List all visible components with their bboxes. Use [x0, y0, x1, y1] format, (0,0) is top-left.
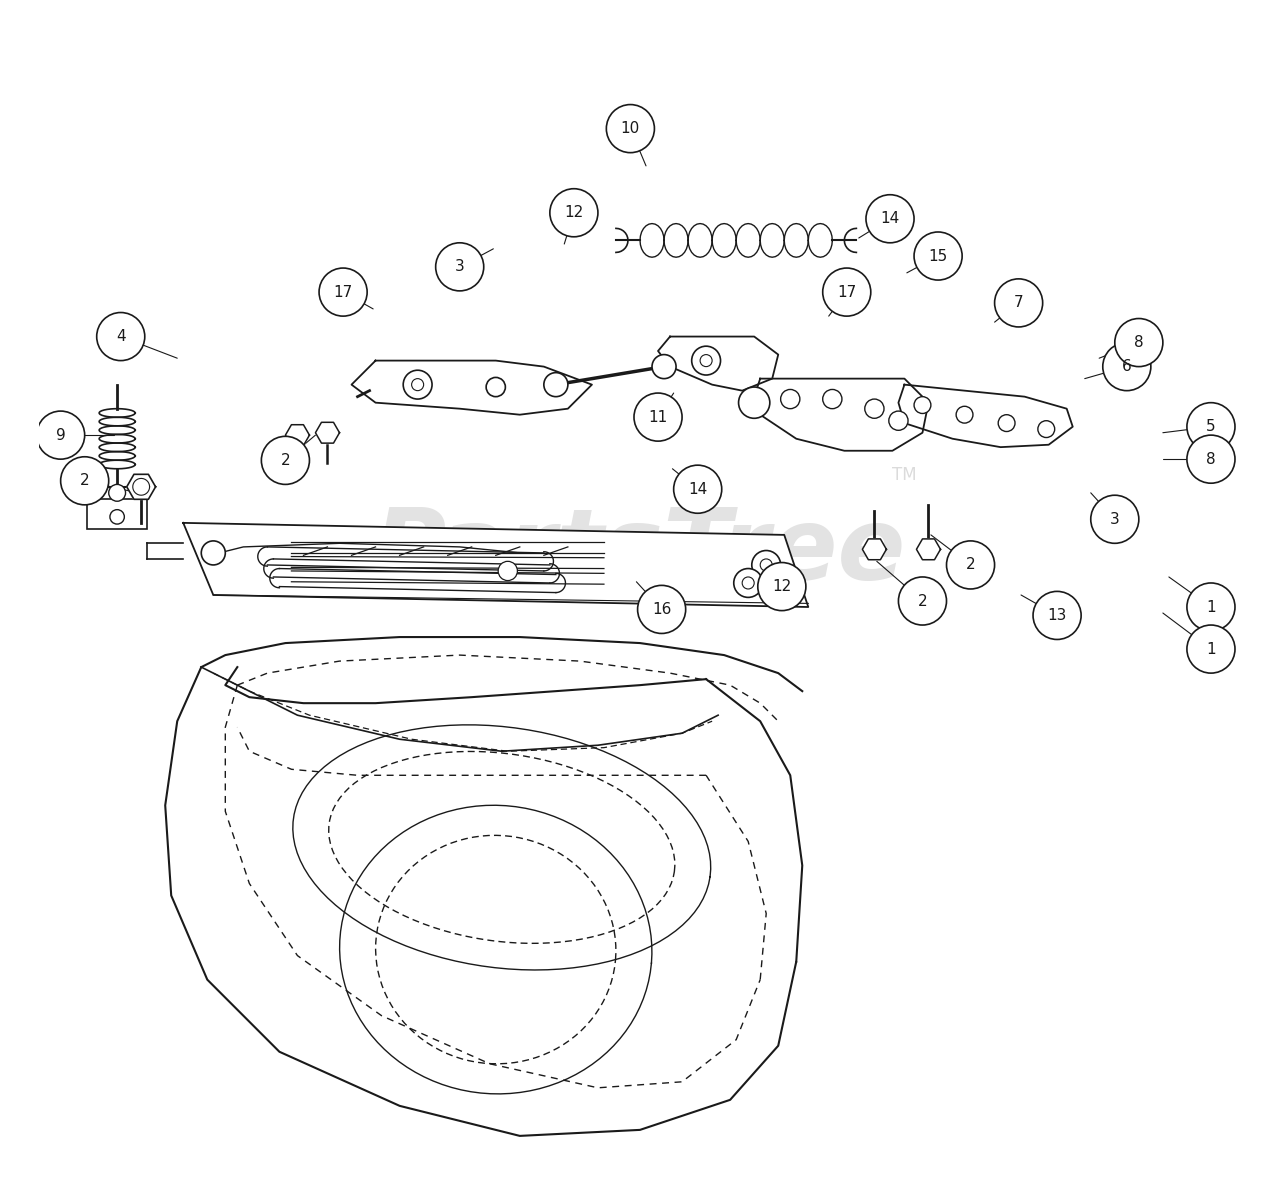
Circle shape — [758, 563, 806, 611]
Text: 1: 1 — [1206, 600, 1216, 614]
Circle shape — [742, 577, 754, 589]
Polygon shape — [863, 538, 887, 560]
FancyBboxPatch shape — [87, 499, 147, 529]
Circle shape — [1103, 343, 1151, 391]
Polygon shape — [315, 422, 339, 444]
Circle shape — [914, 397, 931, 413]
Circle shape — [1033, 591, 1082, 639]
Text: 2: 2 — [965, 558, 975, 572]
Circle shape — [109, 484, 125, 501]
Circle shape — [60, 457, 109, 505]
Text: 13: 13 — [1047, 608, 1066, 623]
Text: 4: 4 — [116, 329, 125, 344]
Circle shape — [998, 415, 1015, 432]
Text: 8: 8 — [1134, 335, 1143, 350]
Text: 7: 7 — [1014, 296, 1024, 310]
Circle shape — [995, 279, 1043, 327]
Circle shape — [97, 313, 145, 361]
Text: 12: 12 — [772, 579, 791, 594]
Circle shape — [888, 411, 908, 430]
Text: 9: 9 — [56, 428, 65, 442]
Polygon shape — [916, 538, 941, 560]
Circle shape — [652, 355, 676, 379]
Circle shape — [607, 105, 654, 153]
Text: TM: TM — [892, 466, 916, 483]
Circle shape — [637, 585, 686, 633]
Text: 8: 8 — [1206, 452, 1216, 466]
Text: 2: 2 — [918, 594, 927, 608]
Text: 17: 17 — [837, 285, 856, 299]
Circle shape — [261, 436, 310, 484]
Circle shape — [1187, 403, 1235, 451]
Circle shape — [634, 393, 682, 441]
Text: 12: 12 — [564, 206, 584, 220]
Text: 14: 14 — [689, 482, 708, 496]
Text: 6: 6 — [1123, 359, 1132, 374]
Circle shape — [486, 377, 506, 397]
Circle shape — [412, 379, 424, 391]
Circle shape — [1038, 421, 1055, 438]
Circle shape — [550, 189, 598, 237]
Text: 14: 14 — [881, 212, 900, 226]
Circle shape — [110, 510, 124, 524]
Text: 11: 11 — [649, 410, 668, 424]
Circle shape — [781, 389, 800, 409]
Circle shape — [498, 561, 517, 581]
Polygon shape — [285, 424, 310, 446]
Polygon shape — [352, 361, 591, 415]
Circle shape — [691, 346, 721, 375]
Circle shape — [739, 387, 769, 418]
Circle shape — [700, 355, 712, 367]
Polygon shape — [899, 385, 1073, 447]
Circle shape — [435, 243, 484, 291]
Polygon shape — [754, 379, 928, 451]
Circle shape — [899, 577, 946, 625]
Circle shape — [914, 232, 963, 280]
Text: 3: 3 — [1110, 512, 1120, 526]
Text: 17: 17 — [334, 285, 353, 299]
Text: 10: 10 — [621, 121, 640, 136]
Circle shape — [403, 370, 433, 399]
Polygon shape — [658, 337, 778, 391]
Circle shape — [760, 559, 772, 571]
Circle shape — [867, 195, 914, 243]
Circle shape — [823, 268, 870, 316]
Circle shape — [1187, 435, 1235, 483]
Text: 3: 3 — [454, 260, 465, 274]
Text: 15: 15 — [928, 249, 947, 263]
Circle shape — [201, 541, 225, 565]
Circle shape — [1115, 319, 1162, 367]
Text: 16: 16 — [652, 602, 671, 617]
Text: 2: 2 — [79, 474, 90, 488]
Circle shape — [956, 406, 973, 423]
Text: 2: 2 — [280, 453, 291, 468]
Circle shape — [319, 268, 367, 316]
Circle shape — [823, 389, 842, 409]
Text: 5: 5 — [1206, 419, 1216, 434]
Circle shape — [1187, 625, 1235, 673]
Text: 1: 1 — [1206, 642, 1216, 656]
Circle shape — [1091, 495, 1139, 543]
Circle shape — [733, 569, 763, 597]
Circle shape — [1187, 583, 1235, 631]
Circle shape — [544, 373, 568, 397]
Circle shape — [37, 411, 84, 459]
Circle shape — [673, 465, 722, 513]
Circle shape — [751, 551, 781, 579]
Circle shape — [865, 399, 884, 418]
Circle shape — [946, 541, 995, 589]
Polygon shape — [127, 475, 156, 499]
Text: PartsTree: PartsTree — [374, 505, 906, 601]
Polygon shape — [183, 523, 808, 607]
